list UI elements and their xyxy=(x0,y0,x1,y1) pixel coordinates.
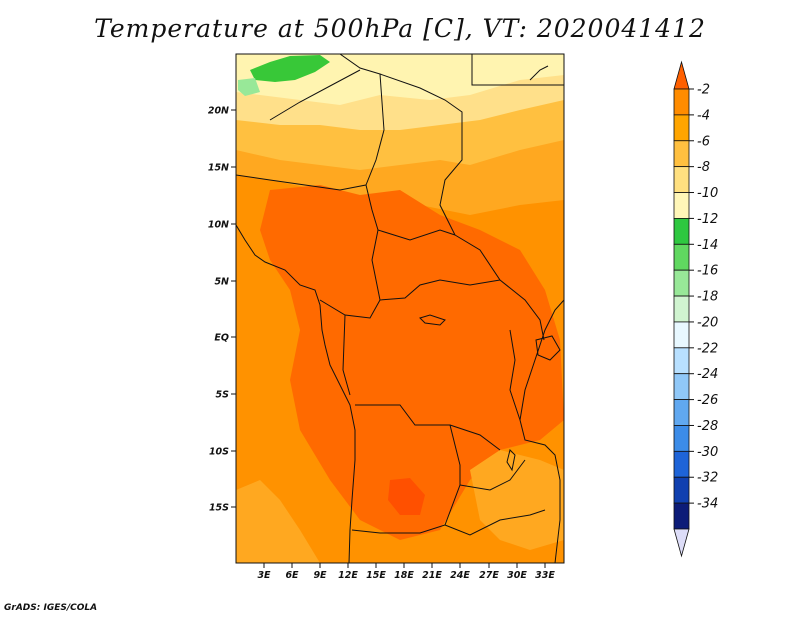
lon-axis: 3E 6E 9E 12E 15E 18E 21E 24E 27E 30E 33E xyxy=(257,563,555,581)
colorbar-top-triangle xyxy=(673,60,690,90)
colorbar-box xyxy=(673,347,690,375)
colorbar-box xyxy=(673,269,690,297)
coastline-west xyxy=(236,224,356,563)
colorbar-box xyxy=(673,450,690,478)
lon-tick-label: 27E xyxy=(479,570,499,581)
colorbar: -2 -4 -6 -8 -10 -12 -14 -16 -18 -20 -22 -24 -26 -28 -3… xyxy=(673,60,718,558)
border-11 xyxy=(459,459,526,491)
colorbar-label: -10 xyxy=(697,186,718,201)
colorbar-label: -24 xyxy=(697,367,718,382)
map-title: Temperature at 500hPa [C], VT: 202004141… xyxy=(94,14,706,43)
colorbar-box xyxy=(673,425,690,452)
border-13 xyxy=(509,329,521,421)
colorbar-label: -12 xyxy=(697,212,718,227)
colorbar-box xyxy=(673,502,690,530)
border-ne xyxy=(471,54,564,86)
boundaries xyxy=(236,54,564,563)
lon-tick-label: 30E xyxy=(507,570,527,581)
lat-tick-label: 15S xyxy=(209,503,229,514)
footer-credit: GrADS: IGES/COLA xyxy=(4,603,98,613)
lon-tick-label: 9E xyxy=(313,570,327,581)
lake-1 xyxy=(419,314,446,326)
colorbar-box xyxy=(673,321,690,349)
colorbar-label: -18 xyxy=(697,290,718,305)
border-10 xyxy=(449,424,501,451)
map-frame xyxy=(235,53,565,564)
border-4 xyxy=(236,174,456,241)
map-panel: 20N 15N 10N 5N EQ 5S 10S 15S 3E 6E 9E 12E 15E 18E 21E… xyxy=(208,53,565,581)
coastline-east xyxy=(519,299,564,563)
lake-3 xyxy=(535,335,561,361)
colorbar-label: -32 xyxy=(697,471,718,486)
lat-axis: 20N 15N 10N 5N EQ 5S 10S 15S xyxy=(208,106,236,514)
lon-tick-label: 21E xyxy=(422,570,442,581)
lon-tick-label: 6E xyxy=(285,570,299,581)
lat-tick-label: 15N xyxy=(208,163,229,174)
colorbar-box xyxy=(673,476,690,504)
colorbar-box xyxy=(673,295,690,323)
field-central-hot xyxy=(260,185,564,540)
colorbar-label: -26 xyxy=(697,393,718,408)
border-9 xyxy=(351,404,461,534)
lon-tick-label: 18E xyxy=(394,570,414,581)
lat-tick-label: 10N xyxy=(208,220,229,231)
border-3 xyxy=(365,73,385,186)
lon-tick-label: 15E xyxy=(366,570,386,581)
colorbar-label: -8 xyxy=(697,160,710,175)
lon-tick-label: 3E xyxy=(257,570,271,581)
border-5 xyxy=(454,234,545,341)
border-2 xyxy=(269,69,361,121)
colorbar-label: -2 xyxy=(697,83,710,98)
field-green xyxy=(250,55,330,82)
border-7 xyxy=(319,299,381,319)
lon-tick-label: 12E xyxy=(338,570,358,581)
colorbar-label: -28 xyxy=(697,419,718,434)
colorbar-box xyxy=(673,88,690,116)
colorbar-box xyxy=(673,218,690,245)
border-12 xyxy=(444,509,546,536)
lake-2 xyxy=(506,449,516,472)
lat-tick-label: 5N xyxy=(214,277,229,288)
border-1 xyxy=(339,54,463,236)
lon-tick-label: 24E xyxy=(450,570,470,581)
colorbar-label: -20 xyxy=(697,315,718,330)
colorbar-box xyxy=(673,192,690,219)
field-lightgreen xyxy=(238,78,260,96)
colorbar-label: -4 xyxy=(697,108,710,123)
colorbar-label: -14 xyxy=(697,238,718,253)
lat-tick-label: 10S xyxy=(209,447,229,458)
field-southwest xyxy=(236,480,320,563)
colorbar-label: -34 xyxy=(697,497,718,512)
lat-tick-label: EQ xyxy=(214,333,229,344)
lat-tick-label: 5S xyxy=(216,390,230,401)
colorbar-box xyxy=(673,140,690,168)
border-6 xyxy=(371,229,501,301)
colorbar-label: -6 xyxy=(697,134,710,149)
lat-tick-label: 20N xyxy=(208,106,229,117)
colorbar-label: -16 xyxy=(697,264,718,279)
field-southeast xyxy=(470,450,564,550)
colorbar-box xyxy=(673,114,690,142)
lon-tick-label: 33E xyxy=(535,570,555,581)
field-hotspot xyxy=(388,478,425,515)
border-8 xyxy=(342,314,351,396)
colorbar-box xyxy=(673,243,690,271)
colorbar-box xyxy=(673,166,690,193)
colorbar-box xyxy=(673,373,690,400)
border-ne2 xyxy=(529,65,549,81)
colorbar-label: -30 xyxy=(697,445,718,460)
colorbar-label: -22 xyxy=(697,341,718,356)
colorbar-box xyxy=(673,399,690,426)
colorbar-bottom-triangle xyxy=(673,528,690,558)
